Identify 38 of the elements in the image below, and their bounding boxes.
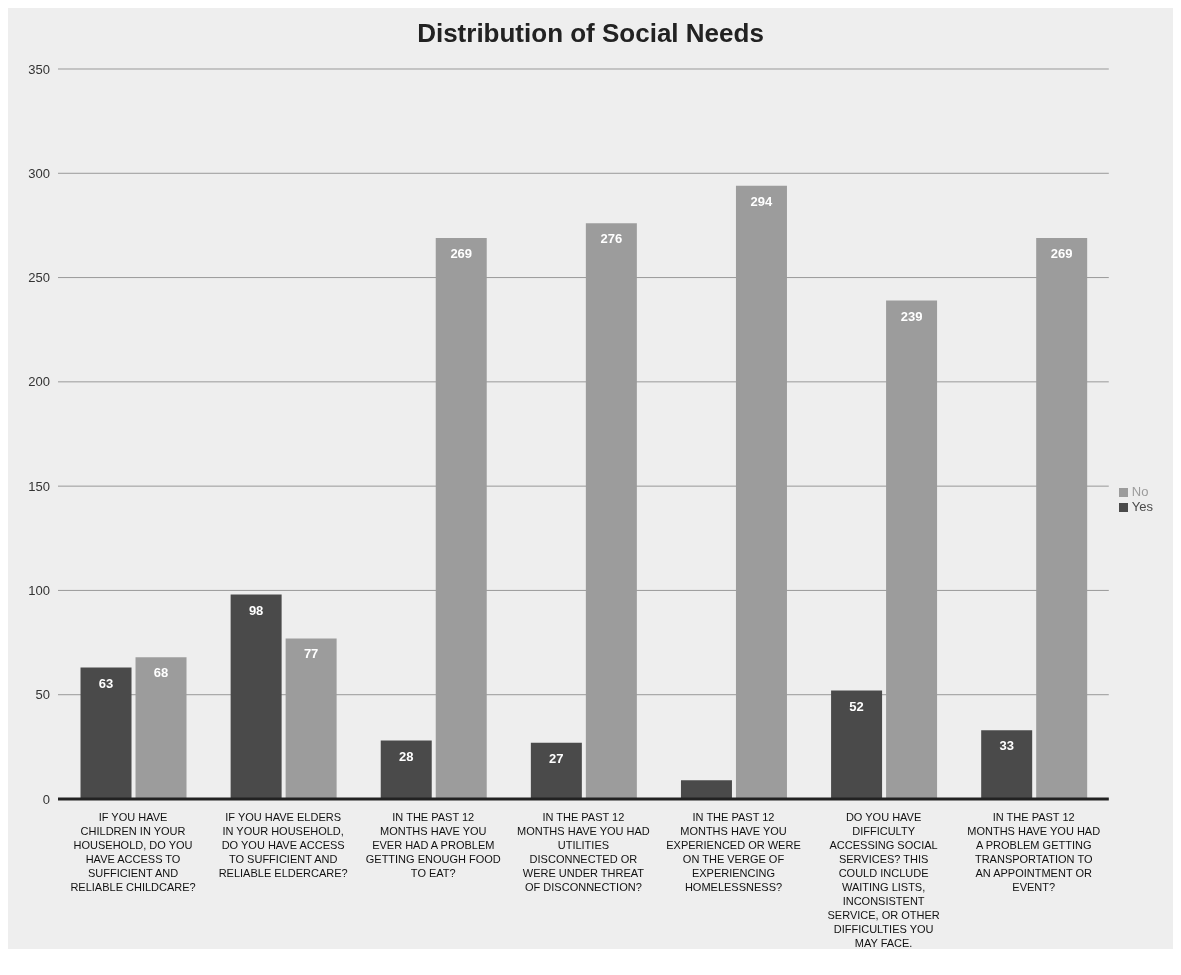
category-label: DO YOU HAVE DIFFICULTY ACCESSING SOCIAL SERVICES? THIS COULD INCLUDE WAITING LISTS, INCONSISTENT SERVICE, OR OTHER DIFFICULTIES YOU MAY FACE. <box>827 811 940 949</box>
x-tick-label: IN THE PAST 12 MONTHS HAVE YOU HAD UTILITIES DISCONNECTED OR WERE UNDER THREAT OF DISCONNECTION? <box>516 811 650 893</box>
y-tick-label: 100 <box>28 583 50 599</box>
bar <box>230 594 282 799</box>
y-tick-label: 0 <box>42 791 50 807</box>
bar <box>981 730 1033 799</box>
bar <box>680 780 732 799</box>
y-tick-label: 300 <box>28 165 50 181</box>
bar <box>530 742 582 799</box>
x-tick-label: IN THE PAST 12 MONTHS HAVE YOU EVER HAD A PROBLEM GETTING ENOUGH FOOD TO EAT? <box>365 811 501 879</box>
data-label: 52 <box>849 698 864 714</box>
y-tick-label: 200 <box>28 374 50 390</box>
x-tick-label: IN THE PAST 12 MONTHS HAVE YOU EXPERIENCED OR WERE ON THE VERGE OF EXPERIENCING HOMELESSNESS? <box>666 811 801 893</box>
legend-label: Yes <box>1131 499 1153 514</box>
data-label: 77 <box>303 646 319 662</box>
data-label: 276 <box>600 231 623 247</box>
y-tick-label: 50 <box>35 687 50 703</box>
data-label: 27 <box>549 750 564 766</box>
data-label: 28 <box>399 748 414 764</box>
data-label: 98 <box>248 602 264 618</box>
x-tick-label: IF YOU HAVE CHILDREN IN YOUR HOUSEHOLD, DO YOU HAVE ACCESS TO SUFFICIENT AND RELIABLE CHILDCARE? <box>70 811 196 893</box>
data-label: 68 <box>153 665 169 681</box>
data-label: 63 <box>98 675 114 691</box>
data-label: 269 <box>450 245 473 261</box>
y-tick-label: 350 <box>28 61 50 77</box>
chart-title: Distribution of Social Needs <box>416 17 765 49</box>
data-label: 269 <box>1050 245 1073 261</box>
data-label: 294 <box>750 193 774 209</box>
data-label: 33 <box>999 738 1014 754</box>
legend-label: No <box>1131 484 1149 499</box>
bar <box>831 690 883 799</box>
x-tick-label: IF YOU HAVE ELDERS IN YOUR HOUSEHOLD, DO YOU HAVE ACCESS TO SUFFICIENT AND RELIABLE ELDERCARE? <box>218 811 348 879</box>
bar <box>80 667 132 799</box>
x-tick-label: IN THE PAST 12 MONTHS HAVE YOU HAD A PROBLEM GETTING TRANSPORTATION TO AN APPOINTMENT OR EVENT? <box>967 811 1101 893</box>
data-label: 239 <box>900 308 923 324</box>
y-tick-label: 250 <box>28 270 50 286</box>
y-tick-label: 150 <box>28 478 50 494</box>
bar <box>380 740 432 799</box>
